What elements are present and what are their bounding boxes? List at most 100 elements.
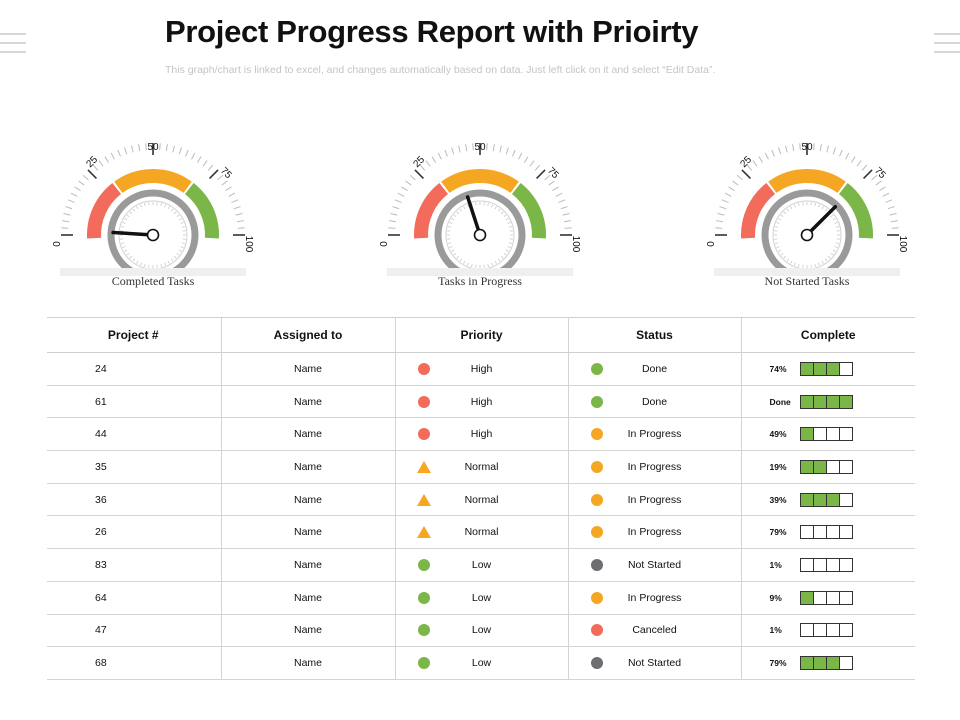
gauge-dial-tick (451, 218, 455, 221)
gauge-not-started-tasks[interactable]: 0 25 50 75 100 Not Started Tasks (702, 138, 912, 288)
gauge-dial-tick (507, 246, 511, 248)
priority-label: Low (471, 657, 492, 670)
header-assigned[interactable]: Assigned to (220, 317, 395, 353)
gauge-tick (233, 206, 241, 210)
complete-value: 49% (769, 429, 787, 440)
gauge-dial-tick (835, 242, 839, 244)
cell-status: In Progress (567, 581, 741, 615)
cell-assigned[interactable]: Name (220, 581, 395, 615)
gauge-dial-tick (794, 262, 796, 266)
gauge-dial-tick (832, 249, 836, 252)
cell-assigned[interactable]: Name (220, 646, 395, 680)
cell-assigned[interactable]: Name (220, 515, 395, 550)
gauge-tasks-in-progress[interactable]: 0 25 50 75 100 Tasks in Progress (375, 138, 585, 288)
cell-complete: 39% (740, 483, 915, 517)
cell-assigned[interactable]: Name (220, 614, 395, 648)
gauge-tick (845, 152, 850, 160)
page-subtitle: This graph/chart is linked to excel, and… (165, 64, 716, 76)
gauge-dial-tick (449, 222, 453, 224)
table-row[interactable]: 36 Name Normal In Progress 39% (47, 483, 915, 517)
gauge-dial-tick (790, 260, 793, 264)
table-row[interactable]: 26 Name Normal In Progress 79% (47, 515, 915, 550)
cell-assigned[interactable]: Name (220, 352, 395, 386)
cell-assigned[interactable]: Name (220, 450, 395, 484)
gauge-completed-tasks[interactable]: 0 25 50 75 100 Completed Tasks (48, 138, 258, 288)
cell-status: Not Started (567, 646, 741, 680)
cell-complete: 1% (740, 614, 915, 648)
gauge-tick (562, 213, 570, 216)
gauge-tick (861, 164, 868, 171)
table-row[interactable]: 68 Name Low Not Started 79% (47, 646, 915, 680)
gauge-dial-tick (497, 258, 501, 262)
gauge-tick (82, 174, 89, 181)
status-dot-icon (590, 493, 603, 506)
gauge-dial-tick (786, 208, 790, 212)
table-row[interactable]: 35 Name Normal In Progress 19% (47, 450, 915, 484)
table-row[interactable]: 64 Name Low In Progress 9% (47, 581, 915, 615)
gauge-dial-tick (121, 226, 125, 228)
gauge-dial-tick (775, 226, 779, 228)
priority-label: Normal (464, 460, 499, 473)
gauge-tick (778, 147, 782, 155)
progress-segment (826, 657, 840, 670)
gauge-dial-tick (783, 255, 787, 259)
cell-assigned[interactable]: Name (220, 417, 395, 452)
gauge-tick (209, 169, 219, 179)
header-project[interactable]: Project # (47, 317, 221, 353)
cell-status: In Progress (567, 450, 741, 484)
gauge-tick (555, 192, 563, 197)
table-row[interactable]: 24 Name High Done 74% (47, 352, 915, 386)
gauge-tick (813, 143, 815, 151)
table-row[interactable]: 47 Name Low Canceled 1% (47, 614, 915, 648)
cell-project: 68 (47, 646, 221, 680)
gauge-band-green (511, 182, 546, 239)
gauge-dial-tick (798, 203, 800, 207)
table-row[interactable]: 83 Name Low Not Started 1% (47, 548, 915, 582)
cell-assigned[interactable]: Name (220, 548, 395, 582)
gauge-tick (228, 192, 236, 197)
cell-assigned[interactable]: Name (220, 385, 395, 419)
status-label: In Progress (627, 460, 682, 473)
table-row[interactable]: 44 Name High In Progress 49% (47, 417, 915, 452)
table-row[interactable]: 61 Name High Done Done (47, 385, 915, 419)
gauge-dial-tick (786, 258, 790, 262)
gauge-tick-label: 0 (379, 241, 390, 247)
gauge-dial-tick (494, 206, 497, 210)
gauge-dial-tick (794, 204, 796, 208)
progress-segment (839, 657, 852, 670)
progress-segment (839, 493, 852, 506)
status-label: Not Started (627, 657, 682, 670)
header-complete[interactable]: Complete (740, 317, 915, 353)
priority-dot-icon (417, 362, 430, 375)
header-priority[interactable]: Priority (394, 317, 568, 353)
status-dot-icon (590, 657, 603, 670)
gauge-tick (499, 145, 502, 153)
gauge-dial-tick (507, 222, 511, 224)
cell-assigned[interactable]: Name (220, 483, 395, 517)
gauge-tick (890, 220, 898, 223)
status-dot-icon (590, 460, 603, 473)
gauge-dial-tick (494, 260, 497, 264)
gauge-tick (717, 213, 725, 216)
gauge-dial-tick (449, 246, 453, 248)
cell-status: Done (567, 385, 741, 419)
gauge-tick-label: 50 (147, 142, 159, 153)
progress-segment (839, 526, 852, 539)
gauge-tick (138, 144, 141, 152)
gauge-dial-tick (508, 242, 512, 244)
gauge-tick (397, 192, 405, 197)
header-status[interactable]: Status (567, 317, 741, 353)
gauge-tick (104, 156, 110, 163)
gauge-band-orange (441, 169, 519, 194)
gauge-tick (889, 213, 897, 216)
complete-value: Done (769, 396, 791, 407)
progress-segment (813, 460, 827, 473)
gauge-dial-tick (778, 218, 782, 221)
progress-bar (799, 590, 853, 605)
gauge-tick (728, 186, 735, 192)
gauge-tick-label: 75 (545, 165, 561, 181)
progress-segment (826, 395, 840, 408)
cell-complete: 74% (740, 352, 915, 386)
progress-segment (839, 558, 852, 571)
priority-triangle-icon (416, 526, 431, 539)
